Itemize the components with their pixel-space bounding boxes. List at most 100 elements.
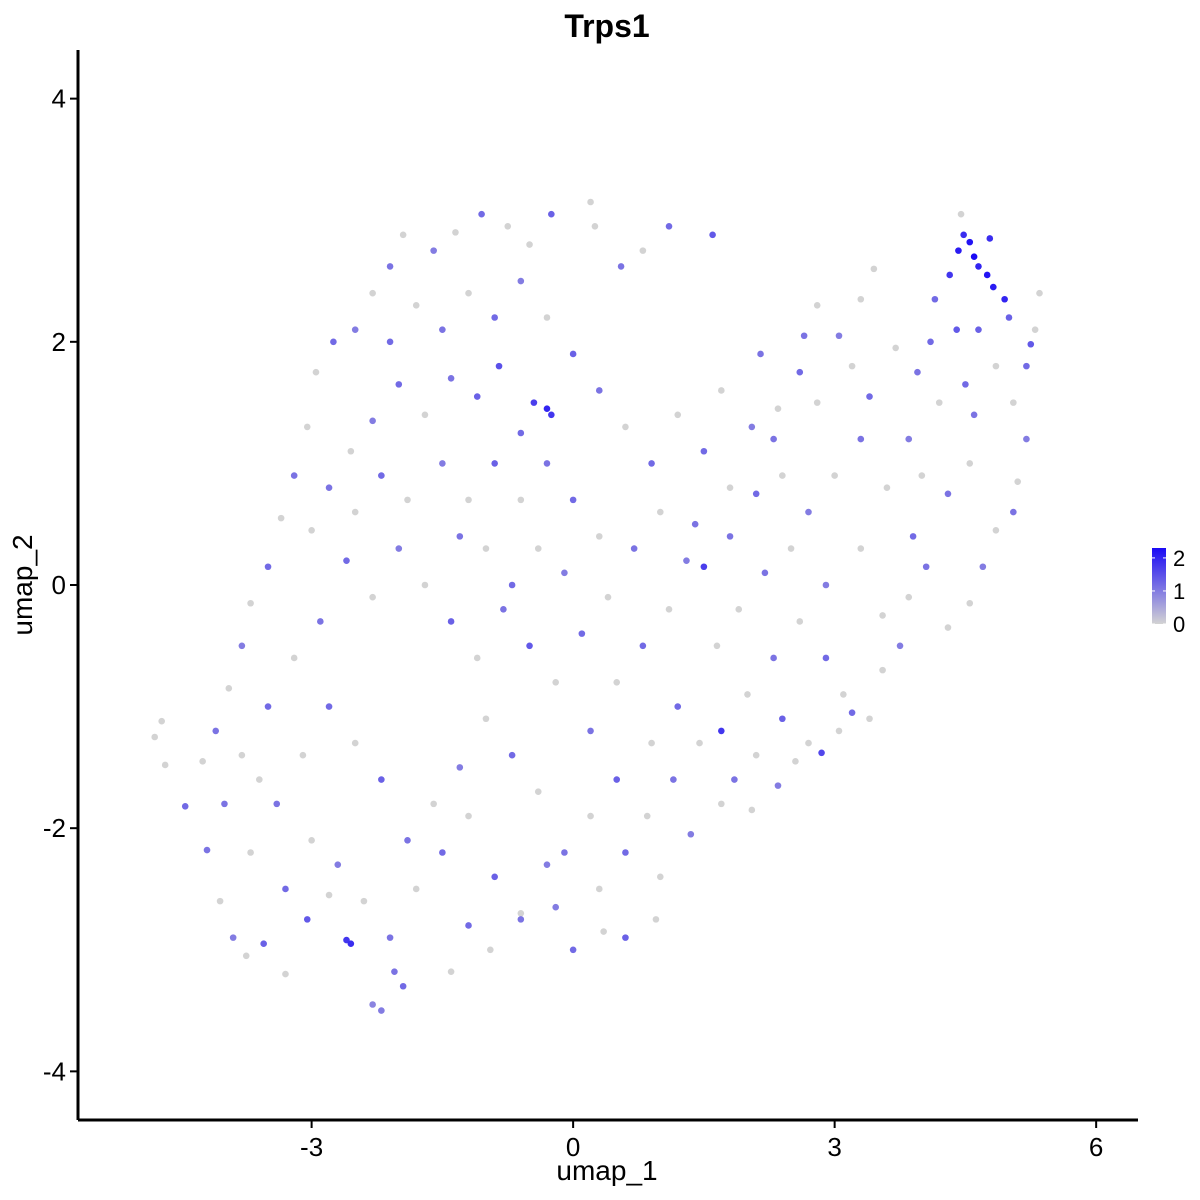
- data-point: [857, 295, 865, 303]
- data-point: [744, 691, 751, 698]
- data-point: [242, 952, 250, 960]
- data-point: [927, 338, 934, 346]
- data-point: [848, 362, 856, 370]
- data-point: [857, 435, 865, 443]
- data-point: [1014, 478, 1022, 485]
- data-point: [317, 618, 324, 625]
- data-point: [569, 946, 577, 954]
- data-point: [303, 916, 311, 923]
- data-point: [351, 508, 359, 516]
- data-point: [465, 289, 472, 297]
- data-point: [718, 800, 725, 808]
- data-point: [548, 411, 555, 419]
- data-point: [151, 733, 159, 741]
- data-point: [761, 569, 769, 577]
- data-point: [709, 231, 716, 239]
- data-point: [983, 271, 991, 279]
- data-point: [970, 253, 978, 261]
- data-point: [622, 934, 629, 941]
- data-point: [1001, 295, 1008, 303]
- data-point: [517, 429, 525, 437]
- data-point: [587, 812, 594, 820]
- colorbar-gradient: [1152, 548, 1166, 624]
- data-point: [957, 210, 965, 218]
- y-tick-label: 4: [52, 84, 66, 114]
- data-point: [308, 526, 315, 534]
- data-point: [395, 381, 403, 388]
- data-point: [452, 229, 459, 236]
- data-point: [430, 247, 437, 254]
- data-point: [700, 447, 708, 455]
- data-point: [369, 417, 376, 425]
- data-point: [1005, 314, 1013, 321]
- data-point: [914, 368, 921, 376]
- data-point: [386, 263, 394, 270]
- data-point: [918, 472, 926, 479]
- data-point: [630, 545, 638, 552]
- data-point: [1023, 435, 1030, 443]
- data-point: [473, 654, 481, 662]
- data-point: [161, 761, 169, 769]
- data-point: [534, 545, 542, 552]
- data-point: [840, 691, 847, 698]
- data-point: [343, 936, 350, 944]
- data-point: [216, 897, 224, 905]
- data-point: [264, 703, 272, 710]
- data-point: [691, 520, 699, 528]
- data-point: [1027, 340, 1035, 348]
- data-point: [378, 776, 385, 783]
- data-point: [648, 739, 655, 747]
- y-axis-title: umap_2: [7, 534, 38, 635]
- x-axis-title: umap_1: [556, 1155, 657, 1186]
- data-point: [879, 666, 886, 674]
- data-point: [792, 758, 799, 765]
- data-point: [299, 751, 307, 759]
- data-point: [866, 393, 873, 400]
- colorbar-tick-label: 1: [1173, 579, 1185, 604]
- x-tick-label: -3: [300, 1132, 323, 1162]
- data-point: [587, 198, 594, 206]
- data-point: [347, 940, 355, 947]
- data-point: [748, 806, 756, 814]
- data-point: [526, 241, 533, 248]
- data-point: [604, 593, 612, 601]
- scatter-points: [151, 198, 1043, 1014]
- data-point: [247, 849, 254, 856]
- data-point: [330, 338, 337, 346]
- data-point: [491, 460, 498, 467]
- data-point: [922, 563, 930, 571]
- data-point: [787, 545, 795, 552]
- data-point: [622, 849, 629, 856]
- data-point: [508, 751, 516, 759]
- data-point: [290, 472, 298, 479]
- colorbar-legend: 0 1 2: [1152, 546, 1185, 637]
- data-point: [657, 873, 664, 881]
- data-point: [600, 928, 607, 935]
- data-point: [944, 624, 952, 631]
- data-point: [896, 642, 904, 650]
- data-point: [212, 727, 220, 735]
- data-point: [378, 1007, 385, 1014]
- data-point: [805, 508, 812, 516]
- data-point: [517, 909, 525, 917]
- data-point: [456, 533, 464, 540]
- y-tick-label: -2: [43, 813, 66, 843]
- data-point: [543, 460, 551, 467]
- data-point: [465, 812, 472, 820]
- data-point: [696, 739, 703, 747]
- data-point: [1031, 326, 1039, 333]
- colorbar-tick-label: 0: [1173, 612, 1185, 637]
- data-point: [800, 332, 808, 340]
- y-axis-ticks: -4 -2 0 2 4: [43, 84, 78, 1086]
- data-point: [652, 916, 660, 923]
- y-tick-label: 0: [52, 570, 66, 600]
- data-point: [648, 460, 655, 467]
- data-point: [199, 758, 206, 765]
- data-point: [260, 940, 267, 947]
- data-point: [617, 263, 625, 270]
- x-tick-label: 0: [566, 1132, 580, 1162]
- data-point: [774, 782, 782, 789]
- data-point: [282, 970, 289, 978]
- data-point: [404, 496, 411, 504]
- data-point: [718, 727, 725, 735]
